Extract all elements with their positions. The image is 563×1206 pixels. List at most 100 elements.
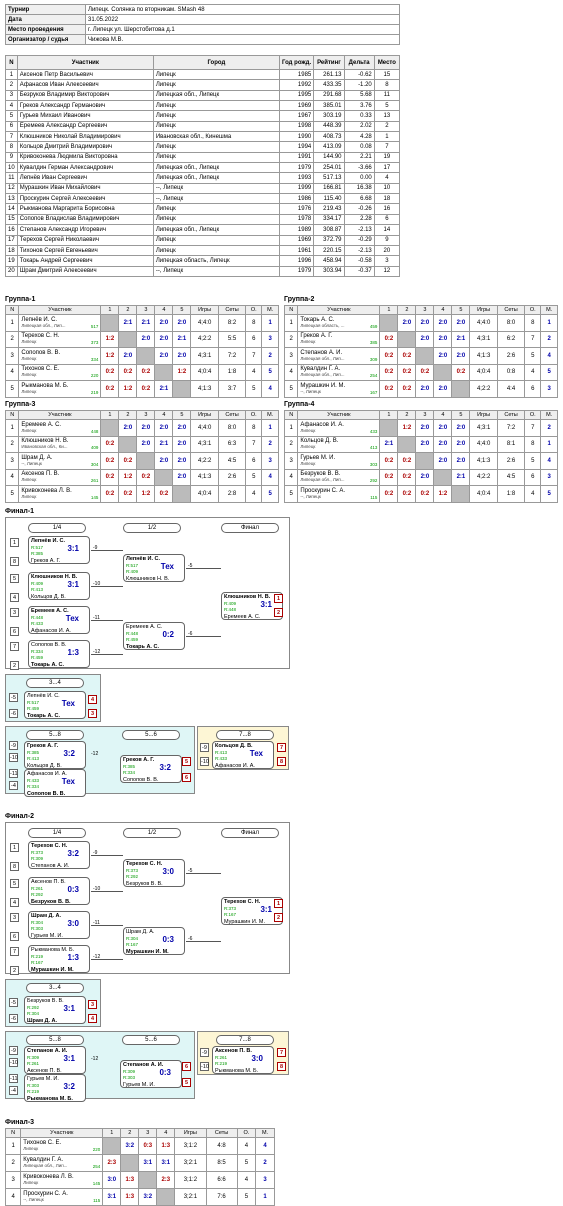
- player-city: Липецк: [21, 372, 37, 378]
- group-points: 7: [245, 435, 263, 453]
- match-rating-b: R:261: [27, 1061, 40, 1066]
- seed-box: -10: [200, 757, 209, 766]
- group-cell-empty: [433, 468, 453, 486]
- match-rating-b: R:304: [27, 1011, 40, 1016]
- participant-row: 4 Греков Александр Германович Липецк 1969 38…: [5, 100, 401, 112]
- participant-cell: 6: [373, 213, 401, 226]
- seed-box: -10: [9, 753, 18, 762]
- participant-cell: 10: [373, 182, 401, 195]
- group-cell-empty: [154, 468, 174, 486]
- player-name: Проскурин С. А.: [300, 487, 346, 494]
- participant-cell: -2.13: [343, 224, 375, 236]
- group-player: Проскурин С. А. --, Липецк 115: [297, 485, 381, 503]
- participant-cell: -0.37: [343, 265, 375, 277]
- group-games: 4;0:4: [469, 485, 498, 503]
- participant-cell: --, Липецк: [152, 265, 280, 277]
- match-rating-b: R:459: [27, 706, 40, 711]
- participant-cell: 1992: [278, 79, 315, 91]
- group-match-score: 2:0: [136, 330, 156, 348]
- loser-note: -9: [93, 850, 98, 856]
- group-match-score: 2:0: [136, 435, 156, 453]
- info-value: г. Липецк ул. Шерстобитова д.1: [85, 24, 400, 35]
- participants-table: N Участник Город Год рожд. Рейтинг Дельта Мест…: [5, 55, 401, 277]
- player-name: Токарь А. С.: [300, 316, 335, 323]
- seed-box: 5: [182, 1078, 191, 1087]
- group-column-header: Участник: [297, 410, 381, 420]
- final-3-group: Финал-3 N Участник 1 2 3 4 Игры Сеты О. М. 1 Тихонов…: [4, 1119, 275, 1206]
- group-sets: 8:0: [217, 419, 247, 437]
- group-row-number: 1: [283, 314, 299, 332]
- group-match-score: 2:0: [433, 347, 453, 365]
- group-place: 4: [540, 347, 558, 365]
- group-match-score: 0:2: [379, 380, 399, 398]
- round-header: 1/2: [123, 523, 181, 533]
- group-games: 4;3:1: [469, 330, 498, 348]
- match-box: Греков А. Г. R:385 R:334 Сопопов В. В. 3:2: [120, 755, 182, 783]
- participant-cell: Липецкая область, Липецк: [152, 255, 280, 267]
- match-score: Тех: [249, 749, 263, 758]
- round-header: 5...8: [26, 730, 84, 740]
- group-column-header: 2: [397, 410, 417, 420]
- group-sets: 5:5: [217, 330, 247, 348]
- participant-cell: 4.28: [343, 131, 375, 143]
- player-city: Липецк: [23, 1146, 39, 1151]
- group-match-score: 2:1: [154, 435, 174, 453]
- match-rating-a: R:309: [123, 1068, 136, 1074]
- player-name: Безруков В. В.: [300, 471, 341, 478]
- seed-box: 4: [10, 593, 19, 602]
- group-match-score: 0:2: [100, 485, 120, 503]
- participant-row: 8 Кольцов Дмитрий Владимирович Липецк 1994 4…: [5, 141, 401, 153]
- group-match-score: 3:2: [120, 1137, 140, 1155]
- match-score: 1:3: [67, 953, 79, 962]
- group-cell-empty: [415, 347, 435, 365]
- group-points: 6: [245, 330, 263, 348]
- group-place: 3: [540, 380, 558, 398]
- participant-cell: Рыкманова Маргарита Борисовна: [16, 203, 154, 215]
- group-match-score: 3:0: [102, 1171, 122, 1189]
- group-column-header: Сеты: [217, 305, 247, 315]
- player-city: Липецк: [21, 355, 37, 361]
- group-sets: 7:6: [205, 1188, 238, 1206]
- group-match-score: 2:3: [102, 1154, 122, 1172]
- group-column-header: О.: [236, 1128, 257, 1138]
- final-1-bracket: Финал-1 1/4 1/2 Финал 1 8 Лепнёв И. С. R:517 R:3…: [5, 508, 295, 798]
- bracket-line: [91, 586, 123, 587]
- group-column-header: 4: [433, 410, 453, 420]
- match-player-a: Кольцов Д. В.: [215, 743, 253, 749]
- match-player-a: Степанов А. И.: [27, 1048, 68, 1054]
- match-rating-b: R:167: [126, 942, 139, 947]
- participant-cell: 1993: [278, 172, 315, 184]
- participant-cell: 1967: [278, 110, 315, 122]
- group-row-number: 3: [283, 452, 299, 470]
- group-cell-empty: [102, 1137, 122, 1155]
- loser-note: -5: [188, 868, 193, 874]
- group-place: 2: [261, 347, 279, 365]
- participant-row: 6 Еремеев Александр Сергеевич Липецк 1998 44…: [5, 120, 401, 133]
- group-player: Лепнёв И. С. Липецкая обл., Лип... 517: [18, 314, 102, 332]
- seed-box: 2: [10, 661, 19, 670]
- group-place: 3: [540, 468, 558, 486]
- group-cell-empty: [156, 1188, 176, 1206]
- fifth-place-frame: 5...8 5...6 -9 -10 Степанов А. И. R:309 R:261 А…: [5, 1031, 195, 1102]
- group-match-score: 2:1: [379, 435, 399, 453]
- player-rating: 309: [369, 356, 378, 362]
- info-value: Чижова М.В.: [85, 34, 400, 45]
- participant-row: 1 Аксенов Петр Васильевич Липецк 1985 261.13…: [5, 68, 401, 81]
- group-match-score: 0:2: [397, 363, 417, 381]
- match-player-a: Клюшников Н. В.: [224, 594, 271, 600]
- group-points: 8: [524, 435, 542, 453]
- group-games: 3;1:2: [174, 1137, 207, 1155]
- group-title: Группа-3: [5, 401, 36, 408]
- match-rating-a: R:413: [215, 749, 228, 755]
- match-box: Гурьев М. И. R:303 R:219 Рыкманова М. Б. 3:2: [24, 1074, 86, 1102]
- player-name: Шрам Д. А.: [21, 454, 53, 461]
- player-city: Липецкая область, ...: [300, 322, 345, 328]
- group-2: Группа-2 N Участник 1 2 3 4 5 Игры Сеты О. М. 1 Токар…: [283, 296, 558, 398]
- match-score: Тех: [160, 562, 174, 571]
- group-match-score: 2:0: [451, 435, 471, 453]
- player-city: Липецкая обл., Лип...: [300, 477, 345, 483]
- match-score: 3:0: [162, 867, 174, 876]
- group-place: 1: [255, 1188, 275, 1206]
- group-match-score: 0:2: [136, 468, 156, 486]
- group-match-score: 2:0: [433, 330, 453, 348]
